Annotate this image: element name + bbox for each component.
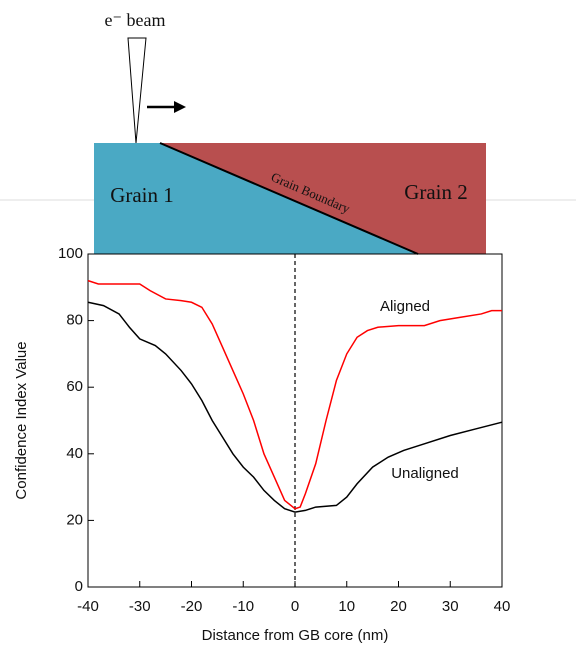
grain-label: Grain 1	[110, 183, 174, 207]
y-tick-label: 20	[66, 511, 83, 528]
line	[87, 301, 503, 513]
x-axis-label: Distance from GB core (nm)	[202, 627, 389, 644]
x-tick-label: 20	[390, 598, 407, 615]
beam	[127, 37, 147, 144]
y-tick-label: 40	[66, 445, 83, 462]
x-tick-label: 10	[338, 598, 355, 615]
y-axis-label: Confidence Index Value	[13, 341, 30, 499]
x-tick-label: -10	[232, 598, 254, 615]
y-tick-label: 60	[66, 378, 83, 395]
grain-label: Grain 2	[404, 180, 468, 204]
series-label: Aligned	[380, 298, 430, 315]
y-tick-label: 100	[58, 245, 83, 262]
x-tick-label: 40	[494, 598, 511, 615]
grain-2-region	[160, 143, 486, 254]
x-tick-label: 0	[291, 598, 299, 615]
y-tick-label: 80	[66, 312, 83, 329]
x-tick-label: -20	[181, 598, 203, 615]
series-label: Unaligned	[391, 465, 459, 482]
x-tick-label: -40	[77, 598, 99, 615]
boundary-line	[159, 142, 419, 255]
line	[87, 279, 502, 510]
y-tick-label: 0	[75, 578, 83, 595]
x-tick-label: 30	[442, 598, 459, 615]
beam-label: e⁻ beam	[105, 10, 166, 30]
grain-1-region	[94, 143, 418, 254]
x-tick-label: -30	[129, 598, 151, 615]
arrow-head	[174, 101, 186, 113]
